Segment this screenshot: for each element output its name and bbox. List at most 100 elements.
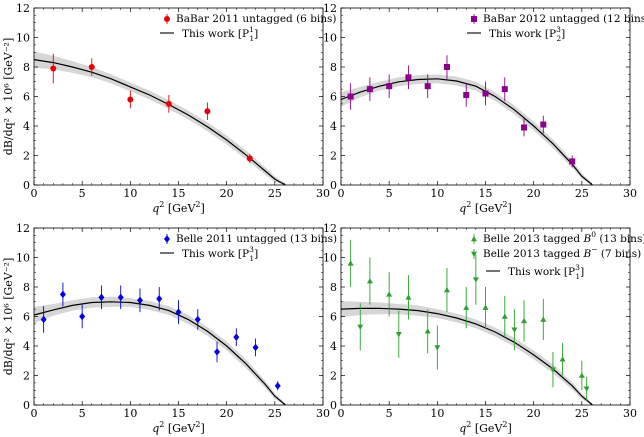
x-axis-title: q2 [GeV2] [459,420,512,435]
data-point [501,86,508,93]
data-point [405,294,412,300]
data-point [482,304,489,310]
legend: Belle 2013 tagged B0 (13 bins)Belle 2013… [471,230,644,281]
legend-label: BaBar 2011 untagged (6 bins) [176,13,337,25]
data-point [424,328,431,334]
y-tick-label: 4 [23,120,30,133]
fit-curve [33,301,286,406]
legend-label: Belle 2011 untagged (13 bins) [176,233,337,245]
data-point [40,315,47,324]
x-tick-label: 10 [430,187,444,200]
data-point [246,155,253,162]
legend-label: Belle 2013 tagged B− (7 bins) [483,245,641,260]
panel-top-right: 0 5 10 15 20 25 30 0 2 4 6 8 10 12 q2 [GeV2] BaBar 2012… [323,2,644,215]
fit-curve [340,78,593,186]
x-tick-label: 15 [479,187,493,200]
legend-fit-label: This work [P3 2] [489,25,565,43]
plot-frame [33,7,324,186]
x-tick-label: 30 [623,187,637,200]
data-point [233,333,240,341]
data-point [501,313,508,319]
data-point [482,90,489,97]
y-tick-label: 12 [16,222,30,235]
x-tick-label: 25 [268,187,282,200]
y-tick-label: 4 [330,120,337,133]
x-tick-label: 10 [430,407,444,420]
uncertainty-band [34,51,286,185]
y-tick-label: 2 [330,150,337,163]
legend-marker [471,251,477,257]
x-axis-title: q2 [GeV2] [152,420,205,435]
y-tick-label: 6 [23,91,30,104]
uncertainty-band [34,296,286,405]
x-tick-label: 0 [338,407,345,420]
data-point [117,293,124,302]
data-point [127,96,134,103]
legend-fit-label: This work [P3 1] [508,263,584,281]
data-point [521,317,528,324]
x-tick-label: 20 [527,187,541,200]
data-point [50,65,57,72]
data-point [156,295,163,303]
y-tick-label: 8 [330,61,337,74]
legend-marker [164,16,170,22]
data-point [511,327,518,333]
data-point [204,108,211,115]
y-axis-title: dB/dq² × 10⁶ [GeV⁻²] [2,38,15,155]
y-tick-label: 10 [16,32,30,45]
data-point [98,293,105,302]
data-point [366,278,373,284]
x-tick-label: 5 [79,187,86,200]
y-tick-label: 0 [330,399,337,412]
y-tick-label: 12 [323,222,337,235]
x-tick-label: 15 [172,407,186,420]
x-tick-label: 10 [123,407,137,420]
y-tick-label: 10 [323,252,337,265]
data-point [434,345,441,351]
data-point [274,382,281,390]
data-point [395,331,402,338]
data-point [386,291,393,297]
data-point [214,348,221,356]
data-point [472,277,479,283]
data-point [79,312,86,321]
y-tick-label: 10 [16,252,30,265]
x-tick-label: 10 [123,187,137,200]
y-tick-label: 8 [23,281,30,294]
x-tick-label: 25 [268,407,282,420]
y-tick-label: 0 [23,399,30,412]
legend: BaBar 2011 untagged (6 bins)This work [P… [160,13,337,43]
x-tick-label: 5 [79,407,86,420]
data-point [194,315,201,324]
y-tick-label: 2 [23,150,30,163]
data-point [252,343,259,352]
data-point [559,356,566,362]
x-tick-label: 25 [575,187,589,200]
x-tick-label: 0 [338,187,345,200]
data-point [386,83,393,90]
x-axis-title: q2 [GeV2] [152,200,205,215]
data-point [347,260,354,266]
y-axis-title: dB/dq² × 10⁶ [GeV⁻²] [2,258,15,375]
legend-marker [471,236,477,242]
y-tick-label: 12 [323,2,337,15]
data-point [583,386,590,392]
data-point [88,64,95,70]
data-point [540,121,547,128]
y-tick-label: 10 [323,32,337,45]
y-tick-label: 4 [330,340,337,353]
data-point [443,286,450,293]
data-point [443,64,450,70]
uncertainty-band [341,301,593,405]
legend-label: BaBar 2012 untagged (12 bins) [483,13,644,25]
y-tick-label: 6 [330,91,337,104]
panel-bottom-right: 0 5 10 15 20 25 30 0 2 4 6 8 10 12 q2 [GeV2] Belle 2013… [323,222,644,435]
legend-fit-label: This work [P1 1] [182,25,258,43]
legend-marker [471,16,477,22]
x-tick-label: 30 [623,407,637,420]
x-tick-label: 20 [220,407,234,420]
y-tick-label: 0 [330,179,337,192]
x-tick-label: 5 [386,407,393,420]
data-point [136,296,143,304]
